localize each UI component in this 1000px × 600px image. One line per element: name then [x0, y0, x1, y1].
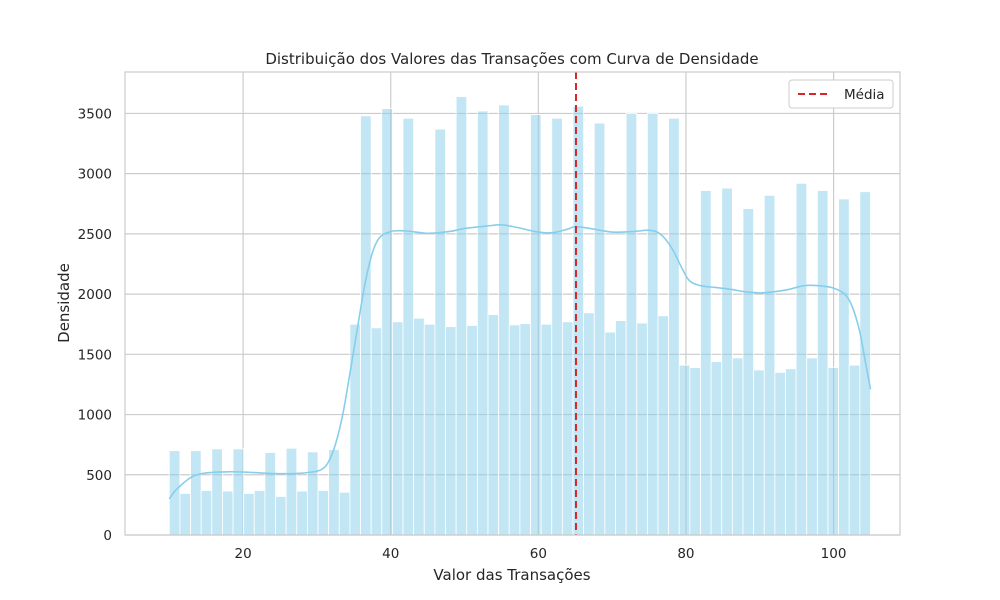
y-tick-label: 1500	[78, 347, 112, 363]
y-tick-label: 3500	[78, 106, 112, 122]
histogram-bar	[785, 368, 797, 536]
histogram-bar	[508, 324, 521, 536]
density-curve	[168, 224, 872, 500]
histogram-bar	[710, 361, 723, 536]
histogram-bar	[381, 108, 393, 536]
histogram-bar	[657, 315, 670, 536]
histogram-bar	[646, 113, 659, 536]
y-tick-label: 0	[103, 528, 112, 544]
histogram-bar	[338, 491, 351, 536]
histogram-bar	[678, 364, 691, 536]
histogram-bar	[232, 448, 245, 536]
y-tick-labels: 0 500 1000 1500 2000 2500 3000 3500	[78, 106, 112, 544]
histogram-bar	[264, 452, 276, 536]
histogram-bar	[668, 117, 680, 536]
histogram-bar	[275, 496, 287, 536]
histogram-bar	[848, 364, 861, 536]
histogram-bar	[721, 187, 733, 536]
histogram-bar	[530, 114, 542, 536]
histogram-bar	[328, 449, 340, 536]
histogram-bar	[561, 321, 574, 536]
histogram-bar	[487, 314, 500, 536]
x-tick-label: 100	[821, 546, 847, 562]
histogram-bar	[253, 490, 266, 536]
histogram-bar	[731, 357, 744, 536]
histogram-bar	[540, 323, 553, 536]
histogram-bar	[753, 369, 765, 536]
histogram-bar	[572, 105, 585, 536]
histogram-bars	[168, 96, 871, 536]
histogram-bar	[455, 96, 468, 536]
histogram-bar	[774, 371, 786, 536]
plot-frame	[124, 71, 901, 536]
x-tick-labels: 20 40 60 80 100	[235, 546, 847, 562]
histogram-bar	[827, 367, 840, 536]
histogram-bar	[583, 312, 595, 536]
histogram-bar	[795, 182, 808, 536]
y-tick-label: 2500	[78, 227, 112, 243]
histogram-bar	[306, 451, 319, 536]
x-tick-label: 60	[530, 546, 547, 562]
histogram-bar	[476, 110, 489, 536]
histogram-bar	[168, 450, 181, 536]
y-tick-label: 2000	[78, 287, 112, 303]
histogram-bar	[519, 323, 531, 536]
histogram-bar	[593, 122, 606, 536]
x-tick-label: 40	[382, 546, 399, 562]
y-tick-label: 500	[86, 468, 112, 484]
histogram-bar	[222, 490, 234, 536]
chart-title: Distribuição dos Valores das Transações …	[265, 50, 758, 68]
histogram-bar	[636, 322, 648, 536]
histogram-bar	[179, 493, 191, 536]
histogram-bar	[349, 323, 361, 536]
histogram-bar	[700, 190, 712, 536]
x-axis-label: Valor das Transações	[433, 566, 590, 584]
histogram-bar	[806, 357, 818, 536]
legend: Média	[788, 79, 894, 109]
legend-mean-label: Média	[844, 87, 885, 103]
histogram-bar	[551, 117, 563, 536]
x-tick-label: 20	[235, 546, 252, 562]
histogram-bar	[604, 331, 616, 536]
histogram-bar	[402, 117, 415, 536]
histogram-bar	[445, 326, 457, 536]
y-tick-label: 1000	[78, 408, 112, 424]
histogram-bar	[370, 327, 383, 536]
histogram-bar	[296, 490, 308, 536]
histogram-bar	[763, 194, 776, 536]
legend-box	[788, 79, 894, 109]
histogram-bar	[413, 317, 425, 536]
histogram-bar	[200, 490, 213, 536]
histogram-bar	[689, 367, 701, 536]
histogram-bar	[816, 190, 829, 536]
histogram-bar	[434, 128, 446, 536]
histogram-bar	[211, 448, 223, 536]
histogram-bar	[615, 320, 627, 536]
histogram-bar	[360, 115, 372, 536]
histogram-bar	[317, 490, 330, 536]
histogram-bar	[625, 113, 638, 536]
histogram-bar	[190, 450, 202, 536]
y-axis-label: Densidade	[55, 263, 73, 343]
histogram-bar	[498, 104, 510, 536]
histogram-bar	[391, 321, 404, 536]
histogram-bar	[285, 447, 298, 536]
histogram-bar	[243, 493, 255, 536]
histogram-bar	[742, 208, 755, 536]
histogram-bar	[466, 325, 478, 536]
x-tick-label: 80	[677, 546, 694, 562]
histogram-bar	[423, 323, 436, 536]
y-tick-label: 3000	[78, 167, 112, 183]
histogram-bar	[838, 198, 850, 536]
